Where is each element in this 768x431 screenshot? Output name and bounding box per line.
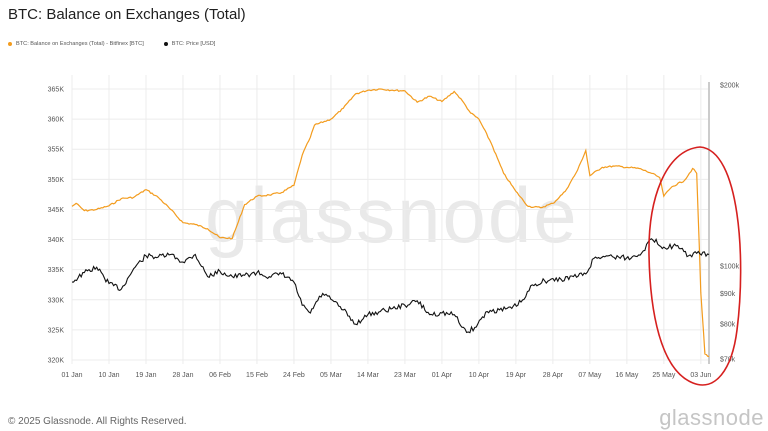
x-tick-label: 24 Feb bbox=[283, 372, 305, 379]
legend-dot-balance bbox=[8, 42, 12, 46]
left-tick-label: 335K bbox=[48, 267, 65, 274]
x-tick-label: 28 Jan bbox=[172, 372, 193, 379]
x-tick-label: 07 May bbox=[578, 372, 601, 379]
x-tick-label: 15 Feb bbox=[246, 372, 268, 379]
x-axis-ticks: 01 Jan 10 Jan 19 Jan 28 Jan 06 Feb 15 Feb 24 F… bbox=[61, 372, 711, 379]
x-tick-label: 03 Jun bbox=[690, 372, 711, 379]
chart-legend: BTC: Balance on Exchanges (Total) - Bitf… bbox=[8, 41, 215, 47]
series-line-balance bbox=[71, 88, 710, 357]
x-tick-label: 01 Jan bbox=[61, 372, 82, 379]
x-tick-label: 16 May bbox=[615, 372, 638, 379]
right-tick-label: $70k bbox=[720, 357, 736, 364]
right-tick-label: $100k bbox=[720, 264, 740, 271]
left-tick-label: 350K bbox=[48, 177, 65, 184]
x-tick-label: 25 May bbox=[652, 372, 675, 379]
x-tick-label: 19 Apr bbox=[506, 372, 527, 379]
right-tick-label: $90k bbox=[720, 291, 736, 298]
right-tick-label: $80k bbox=[720, 322, 736, 329]
chart-title: BTC: Balance on Exchanges (Total) bbox=[8, 6, 246, 23]
right-tick-label: $200k bbox=[720, 83, 740, 90]
left-tick-label: 340K bbox=[48, 237, 65, 244]
left-tick-label: 320K bbox=[48, 358, 65, 365]
series-line-price bbox=[72, 238, 710, 334]
x-tick-label: 05 Mar bbox=[320, 372, 342, 379]
left-tick-label: 325K bbox=[48, 327, 65, 334]
legend-item-balance[interactable]: BTC: Balance on Exchanges (Total) - Bitf… bbox=[8, 41, 144, 47]
x-tick-label: 10 Apr bbox=[469, 372, 490, 379]
right-axis-ticks: $70k $80k $90k $100k $200k bbox=[720, 83, 740, 364]
legend-label-balance: BTC: Balance on Exchanges (Total) - Bitf… bbox=[16, 41, 144, 47]
x-tick-label: 28 Apr bbox=[543, 372, 564, 379]
legend-label-price: BTC: Price [USD] bbox=[171, 41, 216, 47]
x-tick-label: 23 Mar bbox=[394, 372, 416, 379]
legend-item-price[interactable]: BTC: Price [USD] bbox=[163, 41, 216, 47]
grid-lines bbox=[71, 75, 710, 364]
brand-logo: glassnode bbox=[659, 405, 764, 430]
watermark: glassnode bbox=[205, 171, 579, 259]
x-tick-label: 19 Jan bbox=[135, 372, 156, 379]
left-tick-label: 355K bbox=[48, 147, 65, 154]
left-tick-label: 330K bbox=[48, 297, 65, 304]
x-tick-label: 01 Apr bbox=[432, 372, 453, 379]
series-layer bbox=[71, 88, 710, 357]
left-axis-ticks: 320K 325K 330K 335K 340K 345K 350K 355K 360K 365K bbox=[48, 87, 65, 365]
x-tick-label: 06 Feb bbox=[209, 372, 231, 379]
annotation-layer bbox=[648, 146, 742, 386]
copyright-text: © 2025 Glassnode. All Rights Reserved. bbox=[8, 416, 187, 427]
left-tick-label: 345K bbox=[48, 207, 65, 214]
x-tick-label: 14 Mar bbox=[357, 372, 379, 379]
left-tick-label: 365K bbox=[48, 87, 65, 94]
legend-dot-price bbox=[163, 42, 168, 46]
left-tick-label: 360K bbox=[48, 117, 65, 124]
annotation-circle bbox=[648, 146, 742, 386]
x-tick-label: 10 Jan bbox=[98, 372, 119, 379]
